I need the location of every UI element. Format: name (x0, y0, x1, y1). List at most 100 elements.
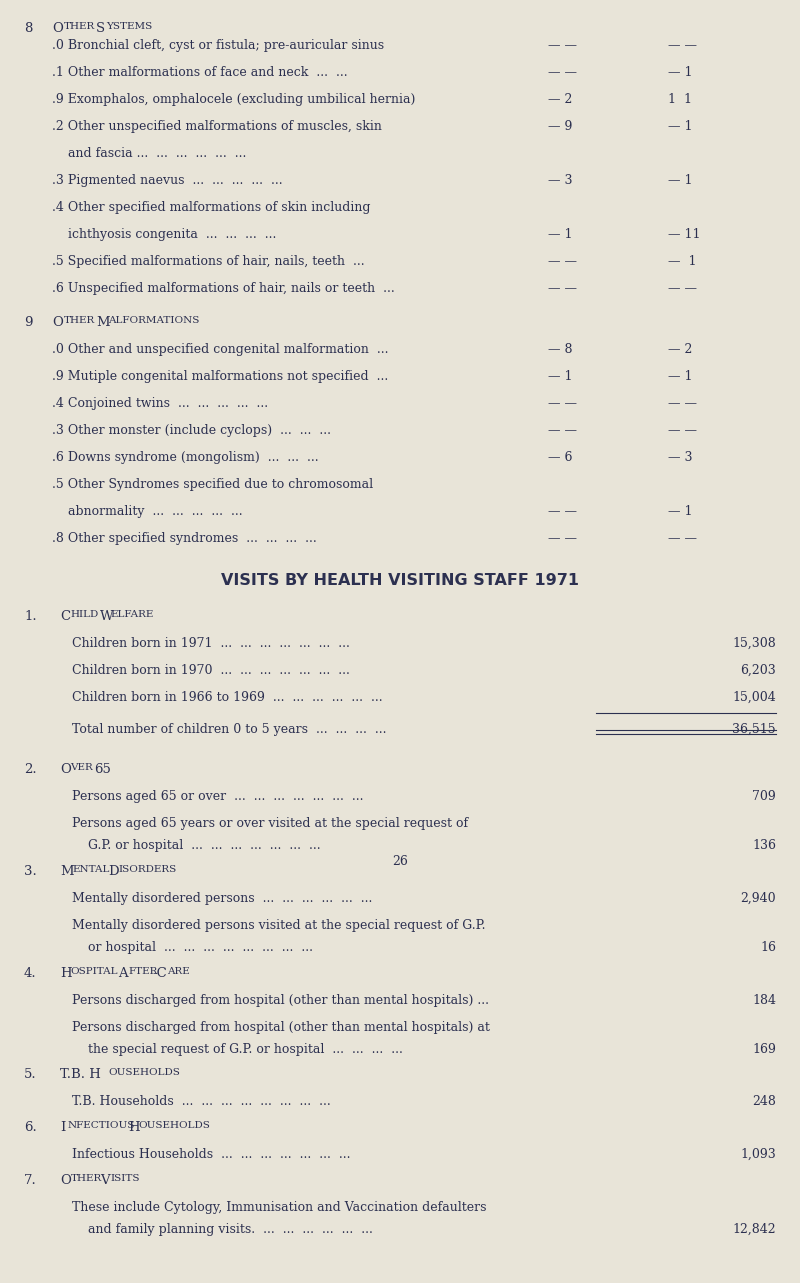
Text: 136: 136 (752, 839, 776, 852)
Text: ichthyosis congenita  ...  ...  ...  ...: ichthyosis congenita ... ... ... ... (52, 228, 276, 241)
Text: — 1: — 1 (668, 121, 693, 133)
Text: .3 Other monster (include cyclops)  ...  ...  ...: .3 Other monster (include cyclops) ... .… (52, 425, 331, 438)
Text: VER: VER (70, 763, 93, 772)
Text: — —: — — (548, 425, 577, 438)
Text: Total number of children 0 to 5 years  ...  ...  ...  ...: Total number of children 0 to 5 years ..… (72, 722, 386, 736)
Text: — —: — — (668, 282, 697, 295)
Text: abnormality  ...  ...  ...  ...  ...: abnormality ... ... ... ... ... (52, 506, 242, 518)
Text: .0 Bronchial cleft, cyst or fistula; pre-auricular sinus: .0 Bronchial cleft, cyst or fistula; pre… (52, 40, 384, 53)
Text: 4.: 4. (24, 966, 37, 979)
Text: .5 Specified malformations of hair, nails, teeth  ...: .5 Specified malformations of hair, nail… (52, 255, 365, 268)
Text: Mentally disordered persons visited at the special request of G.P.: Mentally disordered persons visited at t… (72, 919, 486, 931)
Text: — 1: — 1 (668, 174, 693, 187)
Text: O: O (52, 316, 63, 330)
Text: ISORDERS: ISORDERS (118, 865, 177, 874)
Text: — —: — — (548, 532, 577, 545)
Text: V: V (100, 1174, 110, 1187)
Text: 65: 65 (94, 763, 111, 776)
Text: D: D (108, 865, 118, 878)
Text: T.B. H: T.B. H (60, 1069, 101, 1082)
Text: These include Cytology, Immunisation and Vaccination defaulters: These include Cytology, Immunisation and… (72, 1201, 486, 1214)
Text: — —: — — (548, 282, 577, 295)
Text: — 11: — 11 (668, 228, 701, 241)
Text: Persons discharged from hospital (other than mental hospitals) at: Persons discharged from hospital (other … (72, 1020, 490, 1034)
Text: M: M (96, 316, 110, 330)
Text: — 1: — 1 (548, 228, 573, 241)
Text: H: H (128, 1121, 140, 1134)
Text: 15,308: 15,308 (732, 636, 776, 649)
Text: Persons aged 65 years or over visited at the special request of: Persons aged 65 years or over visited at… (72, 817, 468, 830)
Text: — —: — — (668, 532, 697, 545)
Text: — 1: — 1 (668, 506, 693, 518)
Text: — 1: — 1 (548, 371, 573, 384)
Text: — 3: — 3 (548, 174, 573, 187)
Text: — —: — — (548, 398, 577, 411)
Text: OUSEHOLDS: OUSEHOLDS (138, 1121, 210, 1130)
Text: 248: 248 (752, 1096, 776, 1109)
Text: — 8: — 8 (548, 343, 573, 357)
Text: Persons discharged from hospital (other than mental hospitals) ...: Persons discharged from hospital (other … (72, 993, 489, 1007)
Text: I: I (60, 1121, 66, 1134)
Text: 2,940: 2,940 (740, 892, 776, 905)
Text: — —: — — (548, 40, 577, 53)
Text: — 2: — 2 (548, 94, 572, 106)
Text: 12,842: 12,842 (732, 1223, 776, 1236)
Text: THER: THER (70, 1174, 102, 1183)
Text: FTER: FTER (129, 966, 158, 975)
Text: 26: 26 (392, 856, 408, 869)
Text: .2 Other unspecified malformations of muscles, skin: .2 Other unspecified malformations of mu… (52, 121, 382, 133)
Text: Infectious Households  ...  ...  ...  ...  ...  ...  ...: Infectious Households ... ... ... ... ..… (72, 1148, 350, 1161)
Text: THER: THER (64, 316, 95, 325)
Text: — —: — — (548, 67, 577, 80)
Text: and family planning visits.  ...  ...  ...  ...  ...  ...: and family planning visits. ... ... ... … (88, 1223, 373, 1236)
Text: — 3: — 3 (668, 452, 693, 464)
Text: 1.: 1. (24, 609, 37, 622)
Text: — 9: — 9 (548, 121, 572, 133)
Text: OSPITAL: OSPITAL (70, 966, 118, 975)
Text: 9: 9 (24, 316, 33, 330)
Text: Children born in 1971  ...  ...  ...  ...  ...  ...  ...: Children born in 1971 ... ... ... ... ..… (72, 636, 350, 649)
Text: ELFARE: ELFARE (110, 609, 154, 618)
Text: and fascia ...  ...  ...  ...  ...  ...: and fascia ... ... ... ... ... ... (52, 148, 246, 160)
Text: VISITS BY HEALTH VISITING STAFF 1971: VISITS BY HEALTH VISITING STAFF 1971 (221, 574, 579, 588)
Text: .4 Other specified malformations of skin including: .4 Other specified malformations of skin… (52, 201, 370, 214)
Text: — —: — — (548, 506, 577, 518)
Text: .9 Exomphalos, omphalocele (excluding umbilical hernia): .9 Exomphalos, omphalocele (excluding um… (52, 94, 415, 106)
Text: -C: -C (153, 966, 167, 979)
Text: T.B. Households  ...  ...  ...  ...  ...  ...  ...  ...: T.B. Households ... ... ... ... ... ... … (72, 1096, 330, 1109)
Text: ENTAL: ENTAL (73, 865, 110, 874)
Text: ISITS: ISITS (110, 1174, 140, 1183)
Text: M: M (60, 865, 74, 878)
Text: W: W (100, 609, 114, 622)
Text: 36,515: 36,515 (732, 722, 776, 736)
Text: 1,093: 1,093 (740, 1148, 776, 1161)
Text: — 1: — 1 (668, 371, 693, 384)
Text: 16: 16 (760, 940, 776, 953)
Text: H: H (60, 966, 72, 979)
Text: 3.: 3. (24, 865, 37, 878)
Text: 8: 8 (24, 22, 32, 35)
Text: YSTEMS: YSTEMS (106, 22, 153, 31)
Text: 184: 184 (752, 993, 776, 1007)
Text: Persons aged 65 or over  ...  ...  ...  ...  ...  ...  ...: Persons aged 65 or over ... ... ... ... … (72, 790, 363, 803)
Text: O: O (60, 1174, 71, 1187)
Text: Children born in 1966 to 1969  ...  ...  ...  ...  ...  ...: Children born in 1966 to 1969 ... ... ..… (72, 690, 382, 703)
Text: — 2: — 2 (668, 343, 692, 357)
Text: — —: — — (668, 40, 697, 53)
Text: 2.: 2. (24, 763, 37, 776)
Text: 6.: 6. (24, 1121, 37, 1134)
Text: O: O (60, 763, 71, 776)
Text: — 1: — 1 (668, 67, 693, 80)
Text: — —: — — (668, 398, 697, 411)
Text: — —: — — (668, 425, 697, 438)
Text: 709: 709 (752, 790, 776, 803)
Text: .9 Mutiple congenital malformations not specified  ...: .9 Mutiple congenital malformations not … (52, 371, 388, 384)
Text: 6,203: 6,203 (740, 663, 776, 676)
Text: ARE: ARE (167, 966, 190, 975)
Text: .6 Unspecified malformations of hair, nails or teeth  ...: .6 Unspecified malformations of hair, na… (52, 282, 394, 295)
Text: S: S (96, 22, 105, 35)
Text: NFECTIOUS: NFECTIOUS (68, 1121, 135, 1130)
Text: .0 Other and unspecified congenital malformation  ...: .0 Other and unspecified congenital malf… (52, 343, 389, 357)
Text: .3 Pigmented naevus  ...  ...  ...  ...  ...: .3 Pigmented naevus ... ... ... ... ... (52, 174, 282, 187)
Text: HILD: HILD (70, 609, 98, 618)
